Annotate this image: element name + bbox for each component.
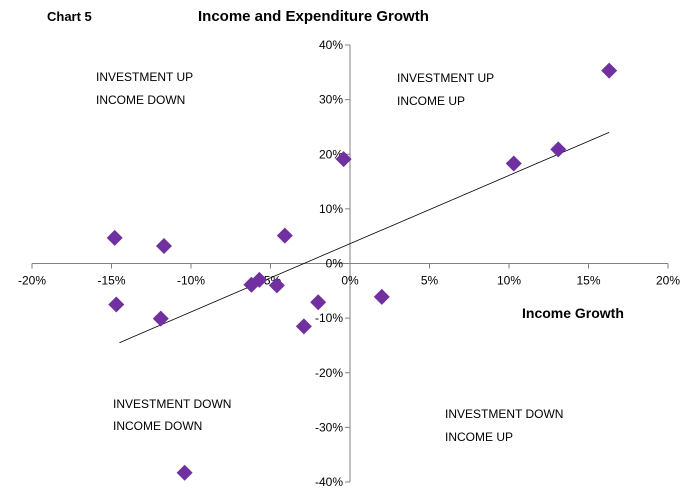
quadrant-bottom-left-line2: INCOME DOWN (113, 419, 202, 433)
data-point (243, 276, 260, 293)
data-point (373, 288, 390, 305)
x-tick-label: 20% (656, 274, 680, 288)
y-tick-label: 40% (319, 38, 343, 52)
quadrant-bottom-left-line1: INVESTMENT DOWN (113, 397, 231, 411)
data-point (550, 141, 567, 158)
quadrant-top-right-line2: INCOME UP (397, 94, 465, 108)
x-tick-label: 10% (497, 274, 521, 288)
y-tick-label: -30% (315, 420, 343, 434)
trendline-group (119, 132, 610, 344)
data-point (106, 229, 123, 246)
x-tick-label: 5% (421, 274, 439, 288)
y-tick-label: 30% (319, 93, 343, 107)
data-point (601, 62, 618, 79)
x-tick-label: -10% (177, 274, 205, 288)
trendline (119, 132, 610, 344)
data-point (152, 310, 169, 327)
data-point (310, 294, 327, 311)
x-tick-label: -15% (97, 274, 125, 288)
y-tick-label: -10% (315, 311, 343, 325)
data-point (108, 296, 125, 313)
data-point (335, 151, 352, 168)
quadrant-top-left-line1: INVESTMENT UP (96, 70, 193, 84)
quadrant-top-right-line1: INVESTMENT UP (397, 71, 494, 85)
data-point (155, 238, 172, 255)
chart-label: Chart 5 (47, 9, 92, 24)
data-point (505, 155, 522, 172)
chart-title: Income and Expenditure Growth (198, 8, 429, 25)
y-tick-label: 0% (326, 257, 344, 271)
data-point (295, 318, 312, 335)
quadrant-top-left-line2: INCOME DOWN (96, 93, 185, 107)
data-points (106, 62, 618, 481)
x-tick-label: 0% (341, 274, 359, 288)
x-axis-label: Income Growth (522, 305, 624, 321)
quadrant-bottom-left: INVESTMENT DOWN INCOME DOWN (113, 397, 231, 433)
quadrant-top-left: INVESTMENT UP INCOME DOWN (96, 70, 193, 107)
x-tick-label: -20% (18, 274, 46, 288)
data-point (176, 464, 193, 481)
data-point (268, 277, 285, 294)
quadrant-bottom-right: INVESTMENT DOWN INCOME UP (445, 407, 563, 444)
quadrant-bottom-right-line1: INVESTMENT DOWN (445, 407, 563, 421)
y-tick-label: 10% (319, 202, 343, 216)
quadrant-bottom-right-line2: INCOME UP (445, 430, 513, 444)
x-tick-label: 15% (576, 274, 600, 288)
quadrant-top-right: INVESTMENT UP INCOME UP (397, 71, 494, 108)
y-tick-label: -40% (315, 475, 343, 489)
y-tick-label: -20% (315, 366, 343, 380)
data-point (276, 227, 293, 244)
